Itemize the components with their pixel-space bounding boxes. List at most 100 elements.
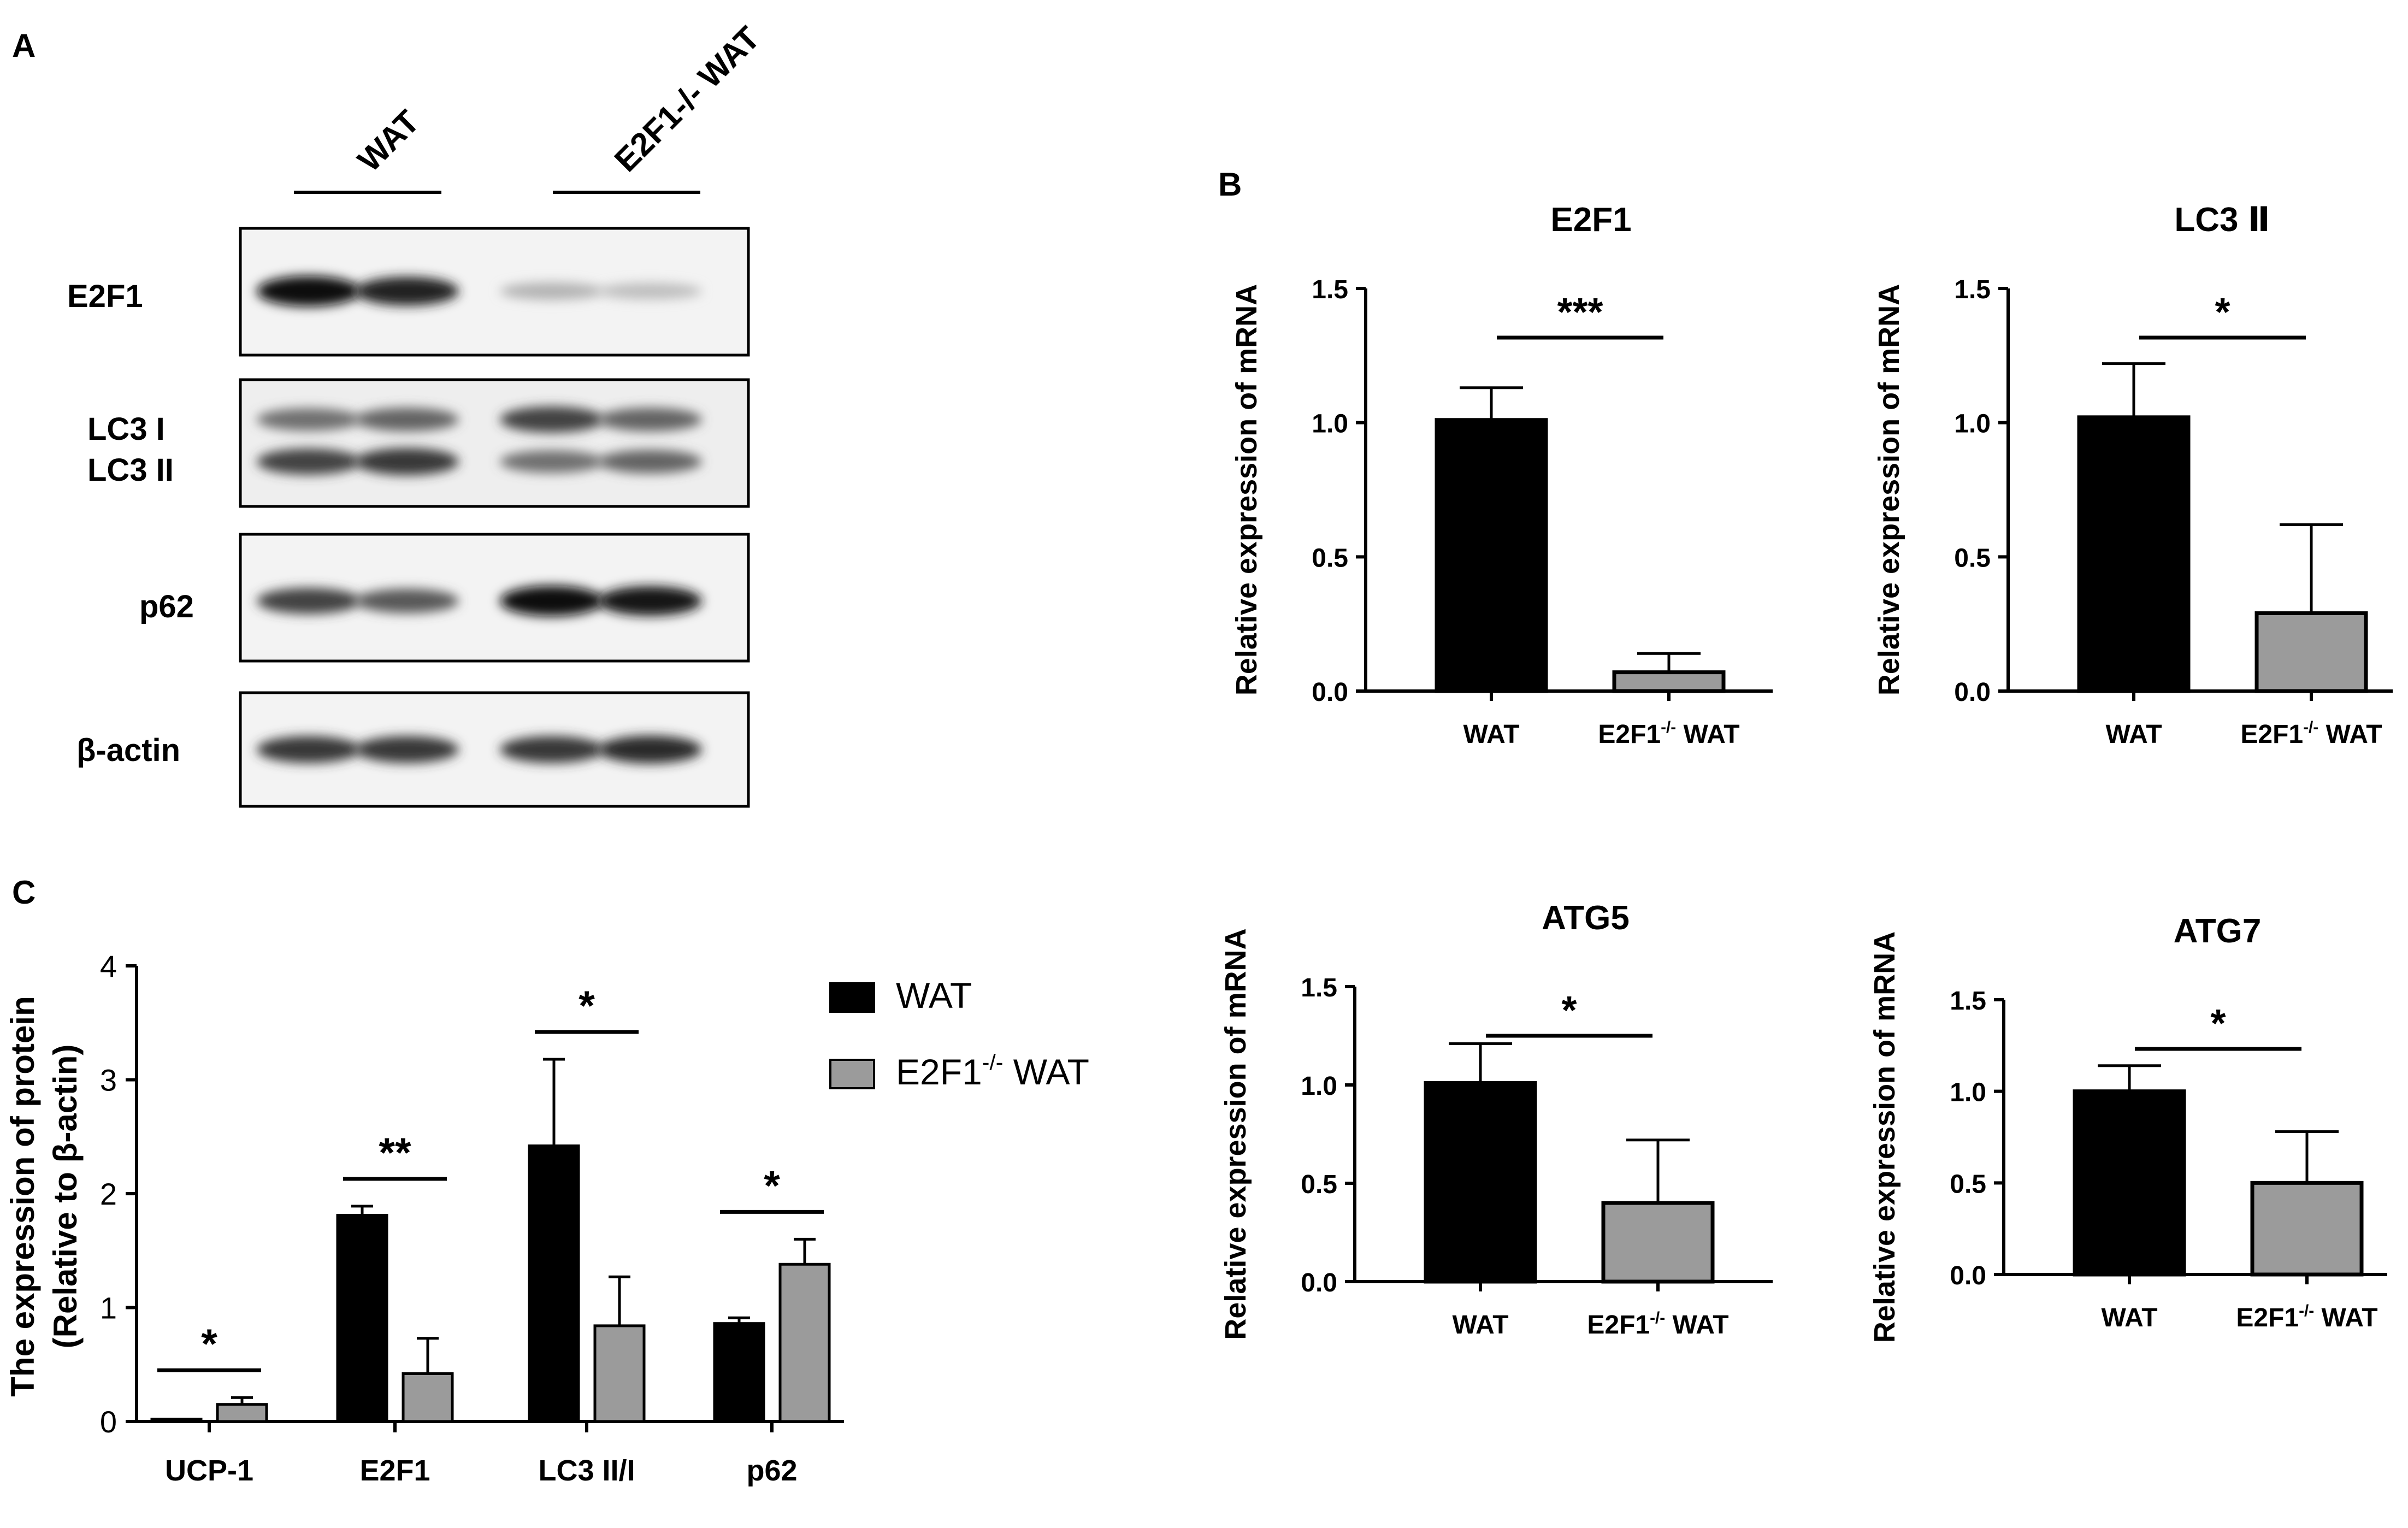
- panel-label-b: B: [1218, 166, 1242, 203]
- band-p62-lane-1: [257, 588, 361, 614]
- c-bar-1-3: [778, 1262, 831, 1423]
- chart-atg5-mrna: ATG5 0.0 0.5 1.0 1.5 Relative expression of m…: [1219, 899, 1773, 1340]
- c-legend-swatch-1: [829, 1059, 875, 1089]
- band-beta-actin-lane-3: [500, 736, 604, 763]
- band-e2f1-lane-3: [500, 282, 604, 300]
- y-label-E2F1: Relative expression of mRNA: [1230, 284, 1263, 695]
- c-x-tick-label: UCP-1: [165, 1454, 253, 1487]
- y-label-LC3II: Relative expression of mRNA: [1873, 284, 1905, 695]
- y-tick-label-ATG7: 1.0: [1950, 1078, 1986, 1107]
- blot-label-e2f1: E2F1: [67, 279, 143, 314]
- y-tick-label-LC3II: 1.0: [1954, 410, 1991, 439]
- band-lc3-ii-lane-1: [257, 449, 361, 475]
- band-beta-actin-lane-2: [355, 736, 459, 763]
- bar-LC3II-0: [2077, 415, 2191, 693]
- y-tick-label-ATG5: 1.0: [1301, 1072, 1337, 1101]
- y-tick-label-ATG7: 0.0: [1950, 1261, 1986, 1290]
- y-tick-label-E2F1: 0.5: [1312, 544, 1348, 573]
- band-beta-actin-lane-4: [598, 735, 702, 764]
- c-bar-0-1: [336, 1214, 388, 1423]
- band-lc3-i-lane-1: [257, 408, 361, 431]
- bar-ATG7-1: [2250, 1181, 2364, 1277]
- y-tick-label-LC3II: 1.5: [1954, 275, 1991, 304]
- y-label-ATG7: Relative expression of mRNA: [1868, 931, 1901, 1343]
- c-bar-0-3: [713, 1322, 765, 1423]
- chart-e2f1-mrna: E2F1 0.0 0.5 1.0 1.5 Relative expression of m…: [1230, 201, 1773, 749]
- y-tick-label-E2F1: 0.0: [1312, 678, 1348, 707]
- title-ATG5: ATG5: [1542, 899, 1630, 937]
- bar-LC3II-1: [2254, 611, 2368, 693]
- y-tick-label-E2F1: 1.0: [1312, 410, 1348, 439]
- c-x-tick-label: LC3 II/I: [538, 1454, 635, 1487]
- band-lc3-ii-lane-2: [355, 448, 459, 475]
- band-p62-lane-2: [355, 588, 459, 613]
- panel-label-c: C: [12, 874, 36, 911]
- band-lc3-i-lane-4: [598, 408, 702, 432]
- title-ATG7: ATG7: [2174, 912, 2262, 950]
- c-significance-stars: *: [201, 1321, 217, 1367]
- blot-box-lc3: [239, 378, 750, 508]
- x-tick-label-ATG7: E2F1-/- WAT: [2236, 1302, 2377, 1332]
- significance-stars-ATG7: *: [2210, 1002, 2226, 1046]
- c-legend-label-1: E2F1-/- WAT: [896, 1050, 1089, 1092]
- c-bar-0-2: [528, 1144, 580, 1423]
- chart-lc3ii-mrna: LC3 Ⅱ 0.0 0.5 1.0 1.5 Relative expression of …: [1873, 201, 2393, 749]
- x-tick-label-LC3II: E2F1-/- WAT: [2240, 718, 2382, 749]
- bar-E2F1-1: [1612, 670, 1726, 693]
- y-tick-label-ATG5: 0.5: [1301, 1170, 1337, 1199]
- chart-protein-expression: 0 1 2 3 4 UCP-1 * E2F1 ** LC3 II/I * p62 * The expres…: [4, 949, 1089, 1487]
- c-y-tick-label: 4: [100, 949, 117, 983]
- y-tick-label-ATG7: 1.5: [1950, 987, 1986, 1016]
- blot-label-lc3-i: LC3 I: [87, 411, 165, 447]
- blot-group-label-wat: WAT: [351, 103, 426, 179]
- blot-label-lc3-ii: LC3 II: [87, 452, 174, 488]
- bar-ATG7-0: [2073, 1089, 2186, 1277]
- panel-label-a: A: [12, 27, 36, 64]
- c-y-label-line1: The expression of protein: [4, 996, 41, 1396]
- bar-E2F1-0: [1435, 418, 1548, 693]
- band-lc3-i-lane-2: [355, 408, 459, 432]
- c-y-tick-label: 1: [100, 1291, 117, 1325]
- x-tick-label-E2F1: E2F1-/- WAT: [1598, 718, 1739, 749]
- c-bar-1-0: [216, 1403, 268, 1423]
- x-tick-label-LC3II: WAT: [2105, 720, 2162, 749]
- blot-group-label-ko: E2F1-/- WAT: [607, 19, 767, 179]
- blot-group-label-wat-text: WAT: [351, 103, 426, 179]
- band-e2f1-lane-4: [598, 282, 702, 300]
- significance-stars-E2F1: ***: [1557, 291, 1603, 334]
- c-bar-0-0: [150, 1418, 203, 1423]
- band-beta-actin-lane-1: [257, 736, 361, 763]
- c-y-tick-label: 2: [100, 1177, 117, 1211]
- x-tick-label-ATG5: E2F1-/- WAT: [1587, 1309, 1728, 1340]
- band-p62-lane-3: [500, 586, 604, 616]
- y-tick-label-ATG5: 1.5: [1301, 974, 1337, 1002]
- band-lc3-i-lane-3: [500, 406, 604, 433]
- y-tick-label-ATG5: 0.0: [1301, 1269, 1337, 1297]
- c-significance-stars: *: [579, 983, 595, 1029]
- blot-label-beta-actin: β-actin: [76, 733, 180, 768]
- band-e2f1-lane-2: [355, 276, 459, 306]
- band-p62-lane-4: [598, 586, 702, 616]
- significance-stars-LC3II: *: [2215, 291, 2230, 334]
- c-legend-label-0: WAT: [896, 975, 972, 1016]
- y-tick-label-LC3II: 0.0: [1954, 678, 1991, 707]
- y-tick-label-LC3II: 0.5: [1954, 544, 1991, 573]
- significance-stars-ATG5: *: [1561, 989, 1577, 1033]
- chart-atg7-mrna: ATG7 0.0 0.5 1.0 1.5 Relative expression of m…: [1868, 912, 2387, 1343]
- y-label-ATG5: Relative expression of mRNA: [1219, 928, 1252, 1340]
- c-significance-stars: *: [764, 1163, 780, 1209]
- title-E2F1: E2F1: [1550, 201, 1631, 239]
- y-tick-label-E2F1: 1.5: [1312, 275, 1348, 304]
- bar-ATG5-1: [1601, 1201, 1715, 1284]
- x-tick-label-ATG5: WAT: [1452, 1311, 1508, 1340]
- band-lc3-ii-lane-3: [500, 450, 604, 473]
- c-y-label-line2: (Relative to β-actin): [47, 1045, 84, 1349]
- title-LC3II: LC3 Ⅱ: [2174, 201, 2270, 239]
- c-legend-swatch-0: [829, 982, 875, 1013]
- band-e2f1-lane-1: [257, 276, 361, 306]
- c-x-tick-label: E2F1: [359, 1454, 430, 1487]
- c-significance-stars: **: [379, 1130, 411, 1176]
- c-bar-1-1: [402, 1372, 454, 1423]
